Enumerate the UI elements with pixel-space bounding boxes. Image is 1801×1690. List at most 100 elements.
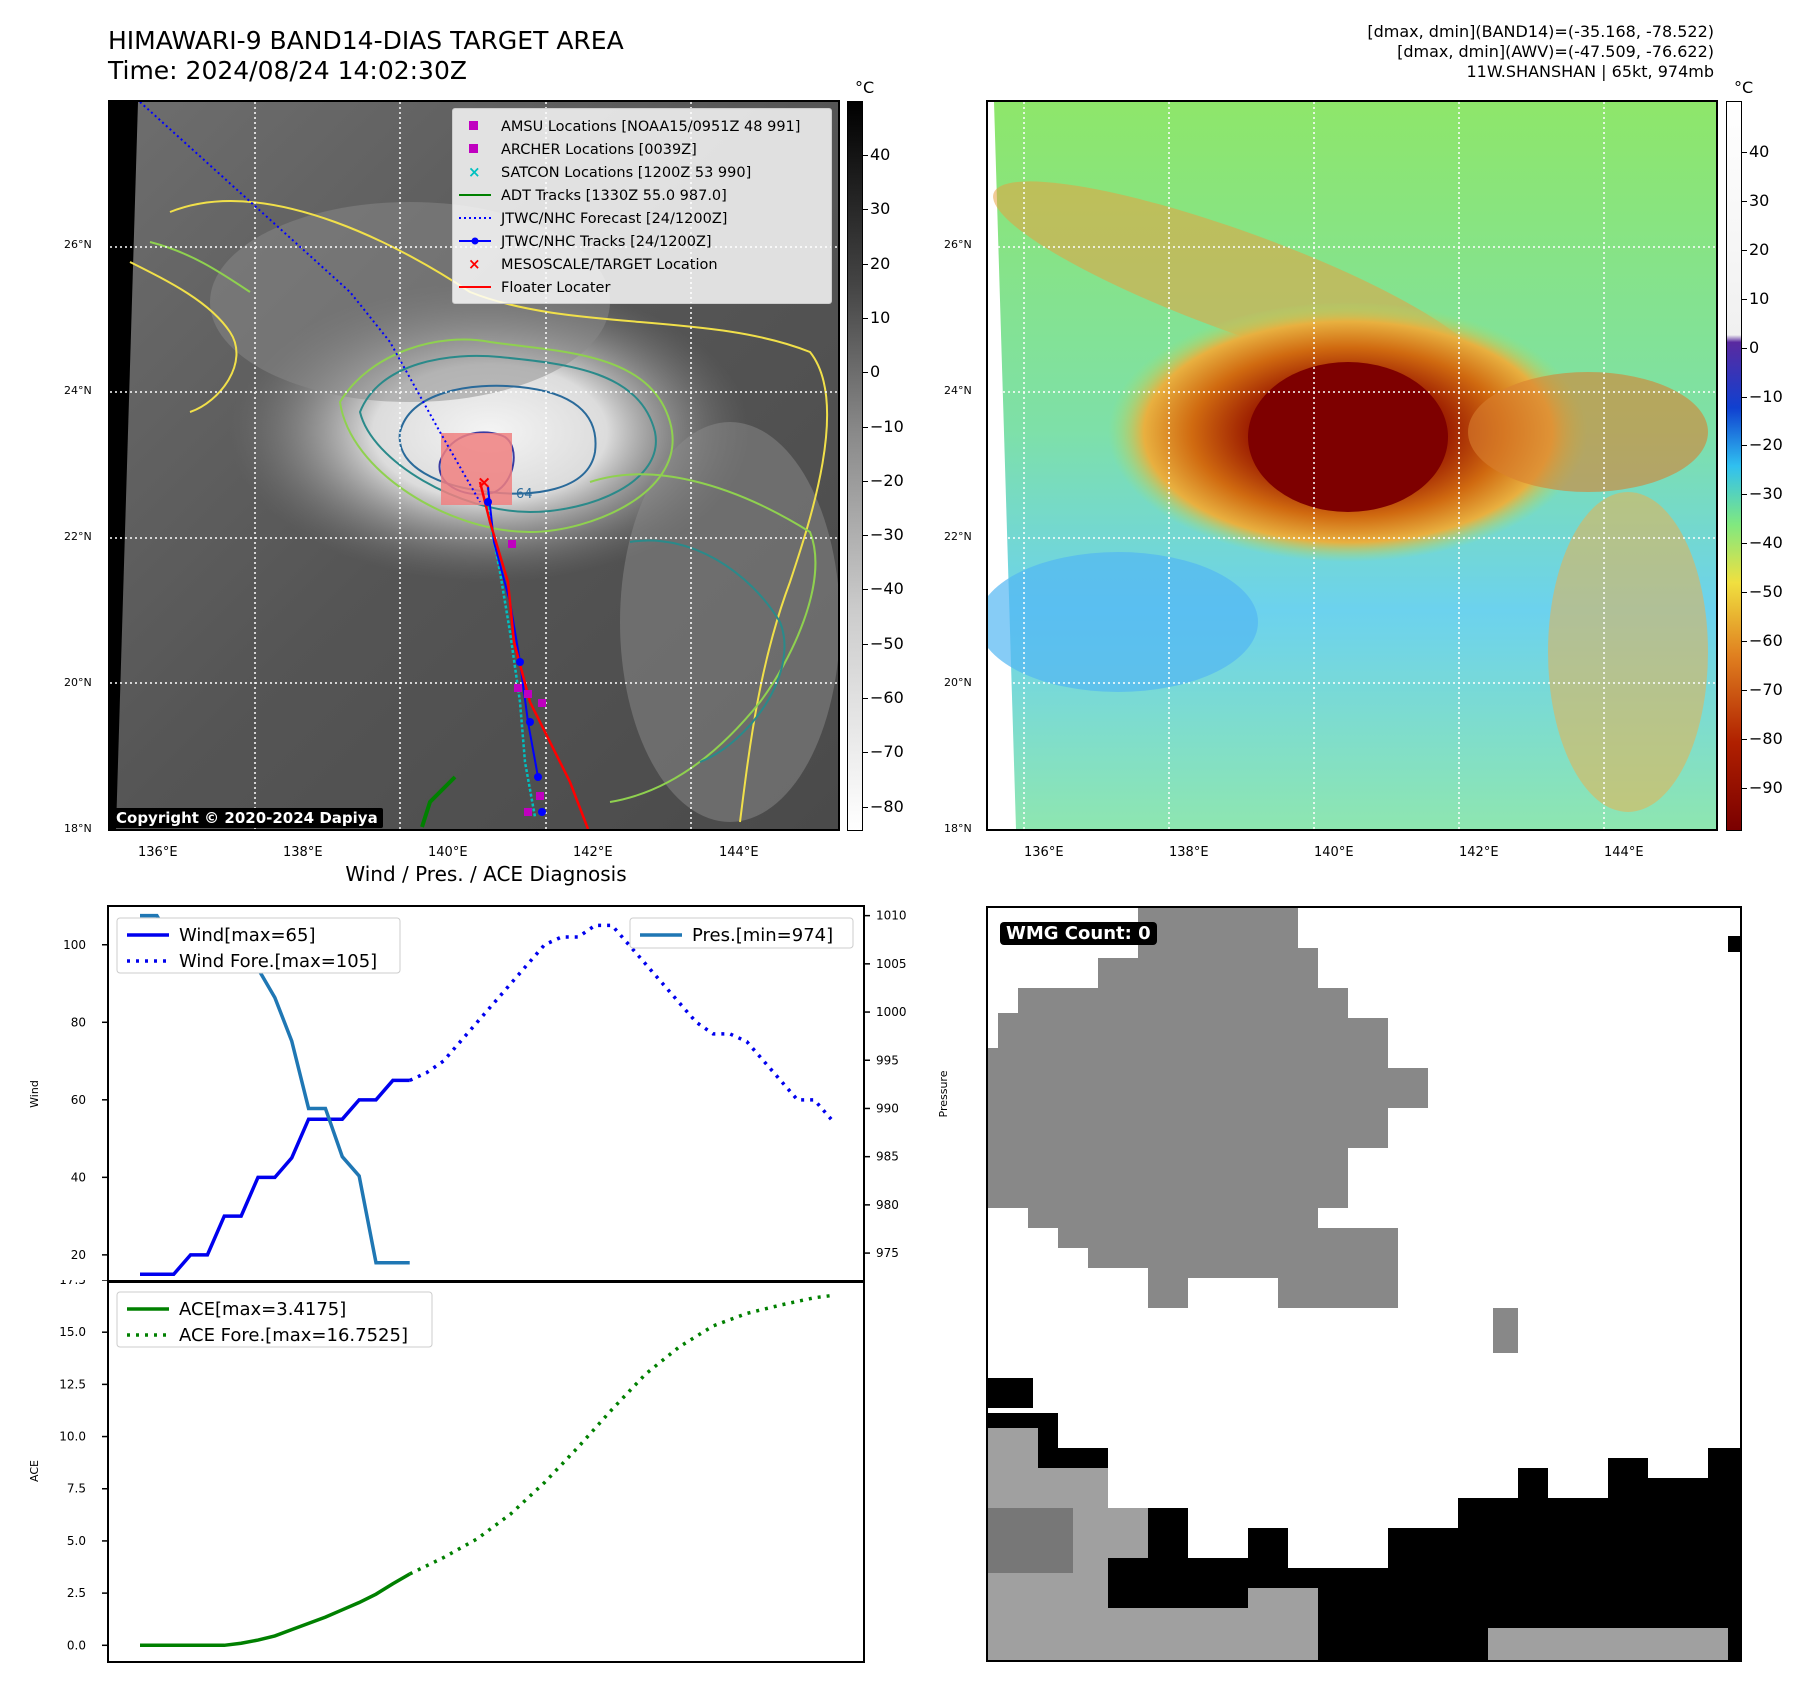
legend-entry: ADT Tracks [1330Z 55.0 987.0] — [459, 188, 727, 204]
contour-green-b — [589, 473, 817, 803]
legend-label: AMSU Locations [NOAA15/0951Z 48 991] — [501, 119, 800, 135]
awv-gridlines — [988, 102, 1716, 829]
chart-legend: Pres.[min=974] — [629, 917, 854, 949]
stats-line2: [dmax, dmin](AWV)=(-47.509, -76.622) — [1397, 42, 1714, 61]
ir-lon-label: 136°E — [138, 845, 178, 860]
series-line — [140, 1572, 411, 1648]
awv-lat-label: 26°N — [944, 238, 972, 251]
chart-legend-label: Wind Fore.[max=105] — [179, 951, 377, 972]
awv-colorbar-tick-label: 40 — [1749, 142, 1770, 161]
awv-colorbar-tick-label: −50 — [1749, 582, 1783, 602]
ir-colorbar-tick-label: 20 — [870, 253, 891, 273]
awv-colorbar-tick-label: −10 — [1749, 386, 1783, 406]
awv-colorbar-tick-label: 10 — [1749, 288, 1770, 308]
awv-colorbar-tick-mark — [1742, 445, 1747, 447]
ir-colorbar-tick-mark — [863, 155, 868, 156]
ir-colorbar-tick-label: −80 — [870, 796, 904, 816]
chart-legend-label: ACE[max=3.4175] — [179, 1299, 346, 1320]
ir-colorbar-tick-mark — [863, 263, 868, 265]
awv-colorbar-tick-mark — [1742, 543, 1747, 545]
ir-lat-label: 24°N — [64, 384, 92, 397]
chart-legend-box — [116, 917, 401, 974]
awv-map-canvas — [988, 102, 1716, 829]
y-tick-label: 40 — [71, 1170, 86, 1184]
contour-teal-b — [629, 539, 786, 763]
wind-chart-frame — [107, 905, 865, 1283]
awv-colorbar-tick-mark — [1742, 200, 1747, 202]
chart-legend: ACE[max=3.4175] ACE Fore.[max=16.7525] — [116, 1291, 433, 1348]
y-axis-label: ACE — [28, 1460, 41, 1482]
awv-colorbar-tick-mark — [1742, 494, 1747, 496]
y-tick-label: 15.0 — [59, 1325, 86, 1339]
storm-center — [1248, 362, 1448, 512]
y2-axis-label: Pressure — [937, 1070, 950, 1117]
legend-entry: × MESOSCALE/TARGET Location — [468, 255, 718, 273]
ir-colorbar-tick-label: −60 — [870, 688, 904, 707]
y-tick-label: 17.5 — [59, 1280, 86, 1287]
awv-colorbar-tick-label: −20 — [1749, 435, 1783, 455]
awv-colorbar-tick-mark — [1742, 689, 1747, 691]
awv-colorbar-tick-label: −90 — [1749, 777, 1783, 797]
ir-colorbar-tick-mark — [863, 317, 868, 319]
legend-entry: JTWC/NHC Forecast [24/1200Z] — [459, 211, 727, 227]
chart-legend: Wind[max=65] Wind Fore.[max=105] — [116, 917, 401, 974]
ir-colorbar-unit: °C — [855, 78, 875, 97]
awv-colorbar-tick-label: −70 — [1749, 679, 1783, 699]
map-legend: AMSU Locations [NOAA15/0951Z 48 991] ARCH… — [452, 108, 832, 304]
jtwc-track-points — [484, 498, 546, 816]
awv-colorbar-tick-label: −30 — [1749, 484, 1783, 504]
ir-lat-label: 20°N — [64, 676, 92, 689]
ir-colorbar — [847, 101, 863, 831]
chart-legend-label: Pres.[min=974] — [692, 925, 833, 946]
awv-map-panel — [986, 100, 1718, 831]
y2-tick-label: 990 — [876, 1101, 899, 1115]
awv-colorbar-tick-mark — [1742, 152, 1747, 153]
legend-entry: ARCHER Locations [0039Z] — [469, 142, 697, 158]
ir-colorbar-tick-label: −30 — [870, 525, 904, 545]
y-tick-label: 7.5 — [67, 1482, 86, 1496]
map-legend-entries: AMSU Locations [NOAA15/0951Z 48 991] ARCH… — [459, 119, 800, 296]
legend-marker: × — [468, 163, 481, 181]
y-tick-label: 100 — [63, 938, 86, 952]
wmg-count-badge: WMG Count: 0 — [1000, 922, 1157, 945]
awv-colorbar-tick-mark — [1742, 787, 1747, 789]
ir-colorbar-tick-label: 40 — [870, 145, 891, 164]
ir-lat-label: 18°N — [64, 822, 92, 835]
wmg-grid — [988, 908, 1740, 1660]
ir-colorbar-tick-mark — [863, 643, 868, 645]
ir-colorbar-tick-mark — [863, 372, 868, 374]
wmg-black-region — [988, 1413, 1740, 1660]
stats-line1: [dmax, dmin](BAND14)=(-35.168, -78.522) — [1367, 22, 1714, 41]
y-tick-label: 0.0 — [67, 1638, 86, 1652]
y-tick-label: 10.0 — [59, 1430, 86, 1444]
ir-lon-label: 144°E — [719, 845, 759, 860]
ir-colorbar-tick-mark — [863, 426, 868, 428]
ir-lat-label: 22°N — [64, 530, 92, 543]
awv-colorbar-tick-label: −80 — [1749, 728, 1783, 748]
contour-label: 64 — [516, 487, 533, 502]
ir-colorbar-tick-mark — [863, 480, 868, 482]
y-tick-label: 60 — [71, 1093, 86, 1107]
ace-chart-frame — [107, 1280, 865, 1663]
contour-yellow-a — [169, 200, 829, 823]
awv-colorbar-tick-mark — [1742, 738, 1747, 740]
y-axis-label: Wind — [28, 1080, 41, 1108]
ir-colorbar-tick-mark — [863, 589, 868, 591]
legend-label: JTWC/NHC Forecast [24/1200Z] — [500, 211, 727, 227]
legend-label: ARCHER Locations [0039Z] — [501, 142, 697, 158]
legend-entry: Floater Locater — [459, 280, 610, 296]
awv-colorbar-tick-mark — [1742, 396, 1747, 398]
y2-tick-label: 975 — [876, 1246, 899, 1260]
ir-lon-label: 142°E — [573, 845, 613, 860]
awv-colorbar-tick-mark — [1742, 592, 1747, 594]
contour-green-a — [338, 338, 674, 534]
awv-lat-label: 24°N — [944, 384, 972, 397]
chart-legend-label: Wind[max=65] — [179, 925, 316, 946]
copyright-badge: Copyright © 2020-2024 Dapiya — [111, 808, 383, 828]
y-tick-label: 2.5 — [67, 1586, 86, 1600]
amsu-archer-points — [508, 540, 546, 816]
y-tick-label: 80 — [71, 1015, 86, 1029]
ir-colorbar-tick-mark — [863, 209, 868, 211]
y2-tick-label: 980 — [876, 1198, 899, 1212]
legend-entry: × SATCON Locations [1200Z 53 990] — [468, 163, 751, 181]
